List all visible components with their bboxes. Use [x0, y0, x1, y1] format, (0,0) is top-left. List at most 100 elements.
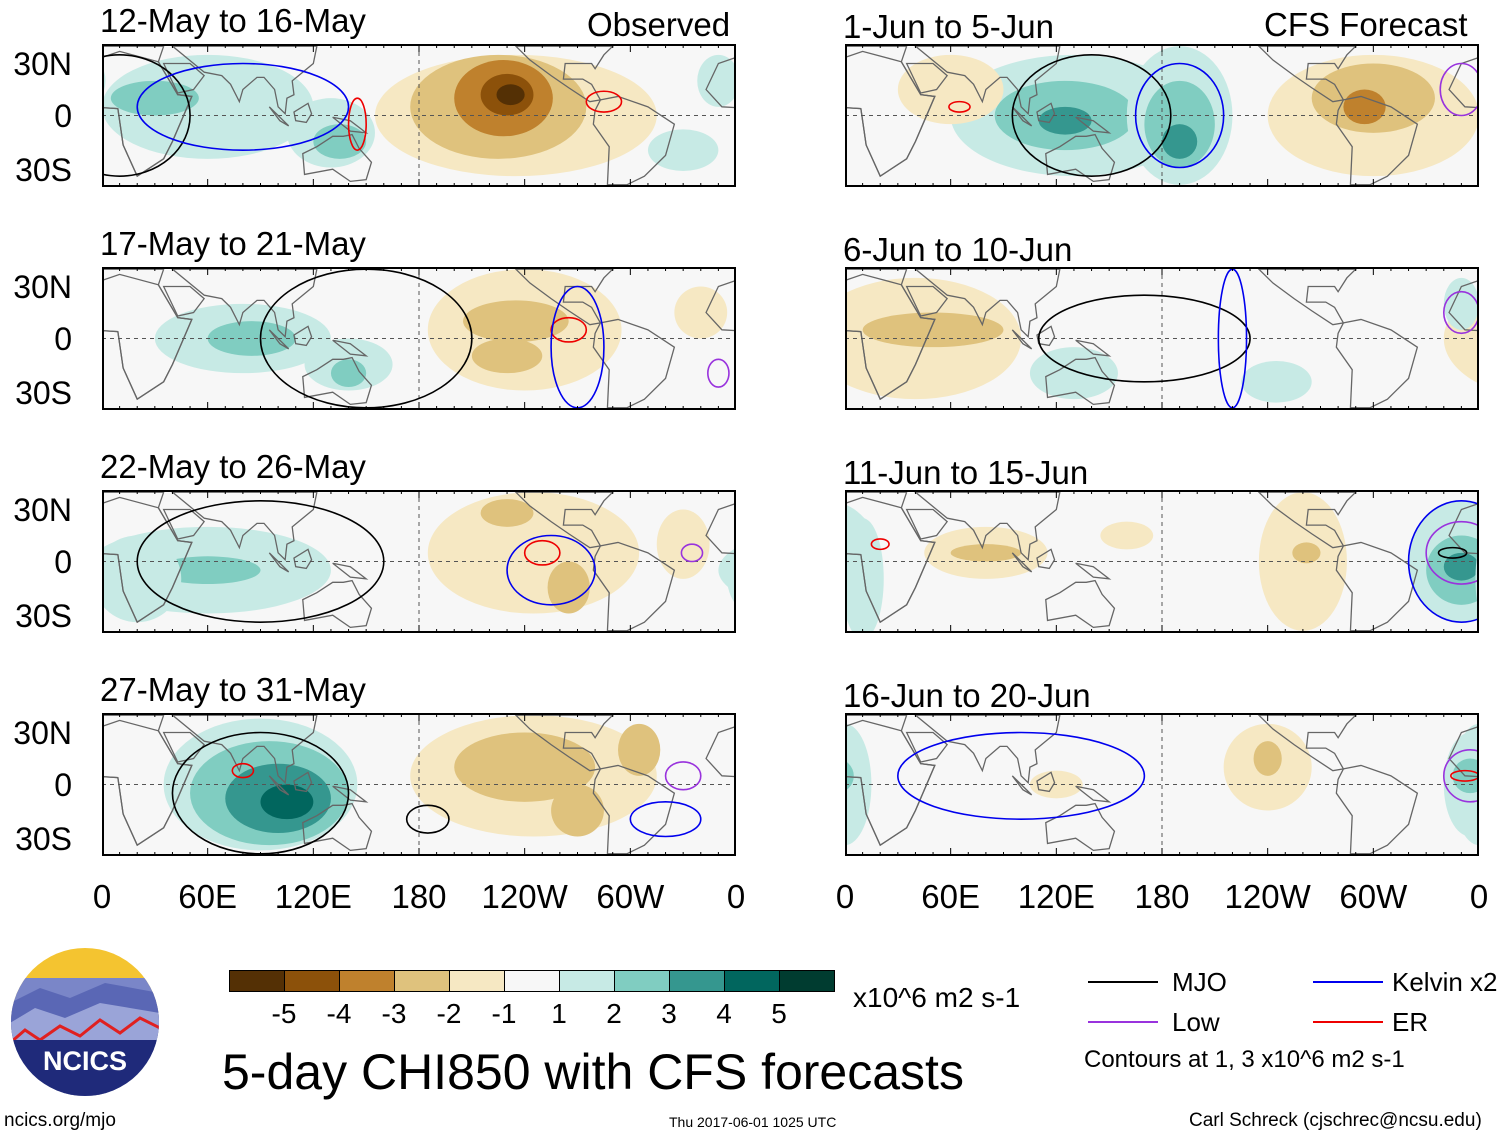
colorbar-swatch: [504, 970, 560, 992]
coastline: [302, 802, 373, 852]
coastline: [1045, 579, 1116, 629]
anomaly-shading: [647, 129, 719, 171]
colorbar-swatch: [394, 970, 450, 992]
lon-label: 0: [92, 878, 112, 915]
kelvin-legend-line: [1313, 981, 1383, 983]
colorbar-swatch: [779, 970, 835, 992]
er-contour: [870, 538, 890, 551]
mjo-contour: [102, 54, 191, 177]
lat-label: 0: [54, 767, 72, 803]
low-contour: [1442, 749, 1479, 803]
coastline: [905, 62, 949, 94]
coastline: [913, 714, 1061, 785]
anomaly-shading: [260, 784, 314, 820]
lon-label: 120W: [1224, 878, 1311, 915]
anomaly-shading: [1443, 277, 1479, 330]
panel-title: 12-May to 16-May: [100, 2, 366, 39]
coastline: [293, 771, 313, 793]
panel-title: 16-Jun to 20-Jun: [843, 677, 1091, 714]
colorbar-swatch: [284, 970, 340, 992]
coastline: [162, 62, 206, 94]
coastline: [913, 491, 1061, 562]
coastline: [293, 102, 313, 124]
colorbar-swatch: [339, 970, 395, 992]
coastline: [905, 731, 949, 763]
panel-title: 11-Jun to 15-Jun: [843, 454, 1089, 491]
anomaly-shading: [313, 124, 367, 159]
coastline: [592, 764, 676, 855]
lat-label: 30S: [15, 152, 72, 188]
anomaly-shading: [950, 544, 1022, 562]
coastline: [302, 133, 373, 183]
coastline: [845, 268, 936, 401]
coastline: [1045, 802, 1116, 852]
coastline: [514, 45, 615, 103]
anomaly-shading: [1162, 124, 1198, 159]
map-panel: [102, 490, 736, 633]
mjo-contour: [136, 500, 385, 623]
footer-url[interactable]: ncics.org/mjo: [4, 1110, 116, 1131]
er-contour: [231, 762, 255, 779]
low-contour: [664, 761, 702, 791]
coastline: [162, 731, 206, 763]
lon-label: 120W: [481, 878, 568, 915]
lat-label: 30N: [13, 269, 72, 305]
er-contour: [550, 316, 588, 343]
coastline: [592, 318, 676, 409]
coastline: [268, 552, 290, 573]
anomaly-shading: [862, 312, 1004, 348]
anomaly-shading: [674, 286, 728, 339]
kelvin-legend-label: Kelvin x2: [1392, 967, 1498, 997]
figure-title: 5-day CHI850 with CFS forecasts: [222, 1044, 964, 1100]
colorbar-label: -3: [381, 998, 407, 1029]
anomaly-shading: [1343, 89, 1386, 125]
colorbar-swatch: [559, 970, 615, 992]
coastline: [162, 508, 206, 540]
anomaly-shading: [480, 499, 534, 527]
er-legend-line: [1313, 1021, 1383, 1023]
panel-title: 1-Jun to 5-Jun: [843, 8, 1054, 45]
anomaly-shading: [618, 723, 661, 776]
coastline: [170, 268, 318, 339]
contour-note: Contours at 1, 3 x10^6 m2 s-1: [1084, 1046, 1405, 1073]
colorbar-label: 4: [716, 998, 732, 1029]
map-panel: [102, 44, 736, 187]
lon-label: 60E: [178, 878, 238, 915]
anomaly-shading: [463, 300, 569, 342]
coastline: [170, 45, 318, 116]
observed-label: Observed: [587, 6, 731, 43]
lat-label: 30N: [13, 492, 72, 528]
lon-label: 180: [1134, 878, 1190, 915]
anomaly-shading: [330, 359, 367, 388]
coastline: [302, 579, 373, 629]
colorbar-swatch: [669, 970, 725, 992]
colorbar-label: 1: [551, 998, 567, 1029]
coastline: [1257, 491, 1358, 549]
low-contour: [1425, 520, 1479, 585]
colorbar-swatch: [449, 970, 505, 992]
lat-label: 30N: [13, 715, 72, 751]
anomaly-shading: [656, 509, 710, 579]
coastline: [845, 491, 936, 624]
anomaly-shading: [427, 492, 640, 614]
kelvin-contour: [1407, 500, 1479, 623]
low-legend-label: Low: [1172, 1007, 1220, 1037]
coastline: [1335, 95, 1419, 186]
colorbar-units: x10^6 m2 s-1: [853, 982, 1021, 1013]
lon-label: 0: [1469, 878, 1489, 915]
lon-label: 60E: [921, 878, 981, 915]
coastline: [102, 714, 193, 847]
colorbar-swatch: [229, 970, 285, 992]
coastline: [1075, 116, 1112, 134]
coastline: [1045, 133, 1116, 183]
mjo-legend-line: [1088, 981, 1158, 983]
kelvin-contour: [897, 731, 1146, 820]
colorbar-swatch: [614, 970, 670, 992]
kelvin-contour: [1134, 62, 1225, 169]
panel-title: 6-Jun to 10-Jun: [843, 231, 1073, 268]
anomaly-shading: [154, 556, 261, 585]
anomaly-shading: [102, 54, 314, 159]
mjo-contour: [405, 804, 450, 834]
map-panel: [845, 490, 1479, 633]
coastline: [293, 325, 313, 347]
